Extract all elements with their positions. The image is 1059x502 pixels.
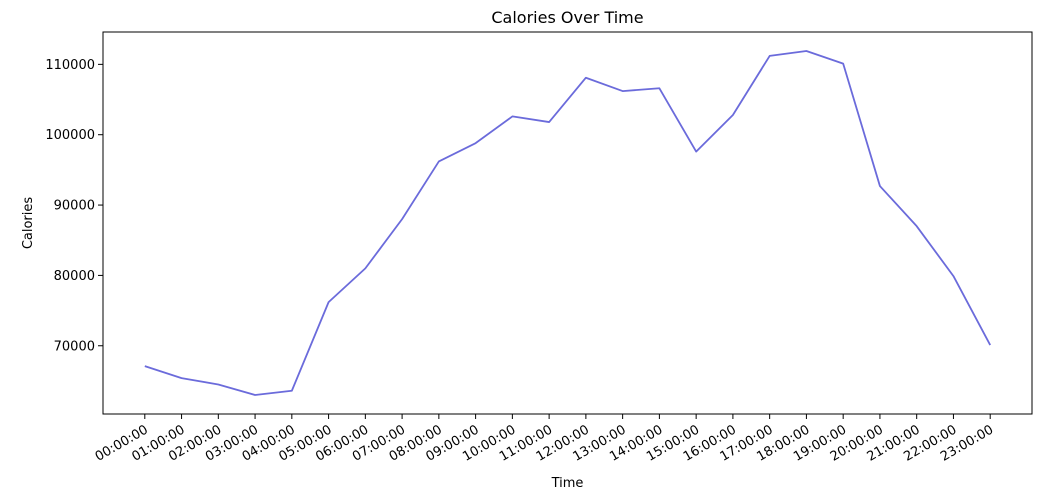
y-axis-title: Calories — [21, 197, 36, 250]
y-tick-label: 70000 — [54, 339, 95, 354]
plot-frame — [102, 31, 1033, 415]
x-axis-title: Time — [551, 476, 584, 491]
y-tick-label: 100000 — [45, 128, 95, 143]
series-line — [144, 50, 991, 396]
chart-title: Calories Over Time — [491, 8, 643, 27]
y-tick-label: 90000 — [54, 199, 95, 214]
y-tick-label: 110000 — [45, 58, 95, 73]
plot-area: 70000800009000010000011000000:00:0001:00… — [45, 31, 1033, 465]
y-tick-label: 80000 — [54, 269, 95, 284]
